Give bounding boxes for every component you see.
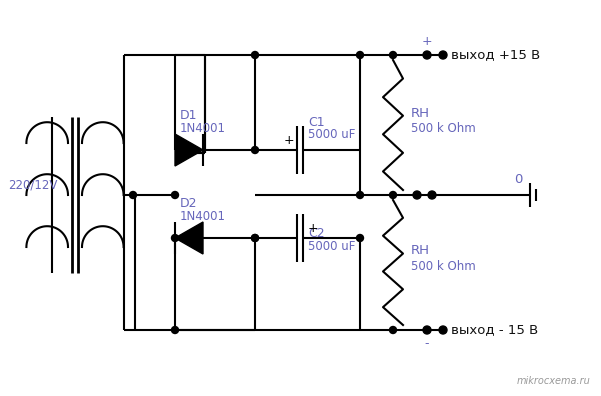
Circle shape <box>423 51 431 59</box>
Circle shape <box>171 192 178 198</box>
Circle shape <box>356 51 364 59</box>
Circle shape <box>439 326 447 334</box>
Circle shape <box>356 234 364 242</box>
Text: -: - <box>425 337 429 350</box>
Text: C2: C2 <box>308 227 325 240</box>
Circle shape <box>389 51 397 59</box>
Circle shape <box>171 326 178 333</box>
Text: 500 k Ohm: 500 k Ohm <box>411 122 476 135</box>
Text: 500 k Ohm: 500 k Ohm <box>411 260 476 273</box>
Circle shape <box>389 192 397 198</box>
Text: +: + <box>422 34 432 48</box>
Text: 1N4001: 1N4001 <box>180 122 226 135</box>
Circle shape <box>389 326 397 333</box>
Text: +: + <box>284 133 294 147</box>
Circle shape <box>171 234 178 242</box>
Polygon shape <box>175 222 203 254</box>
Text: выход - 15 В: выход - 15 В <box>451 324 538 337</box>
Circle shape <box>251 51 258 59</box>
Text: 1N4001: 1N4001 <box>180 209 226 223</box>
Circle shape <box>423 326 431 334</box>
Text: RH: RH <box>411 244 430 257</box>
Circle shape <box>251 234 258 242</box>
Circle shape <box>129 192 136 198</box>
Text: выход +15 В: выход +15 В <box>451 48 540 61</box>
Text: C1: C1 <box>308 116 325 128</box>
Circle shape <box>251 147 258 154</box>
Text: RH: RH <box>411 107 430 120</box>
Circle shape <box>251 234 258 242</box>
Circle shape <box>439 51 447 59</box>
Polygon shape <box>175 134 203 166</box>
Text: mikrocxema.ru: mikrocxema.ru <box>516 376 590 386</box>
Text: +: + <box>308 221 319 234</box>
Circle shape <box>413 191 421 199</box>
Circle shape <box>428 191 436 199</box>
Text: D1: D1 <box>180 109 198 122</box>
Text: D2: D2 <box>180 196 198 209</box>
Text: 220/12V: 220/12V <box>8 179 57 192</box>
Text: 5000 uF: 5000 uF <box>308 128 355 141</box>
Text: 0: 0 <box>514 173 522 185</box>
Text: 5000 uF: 5000 uF <box>308 240 355 253</box>
Circle shape <box>356 192 364 198</box>
